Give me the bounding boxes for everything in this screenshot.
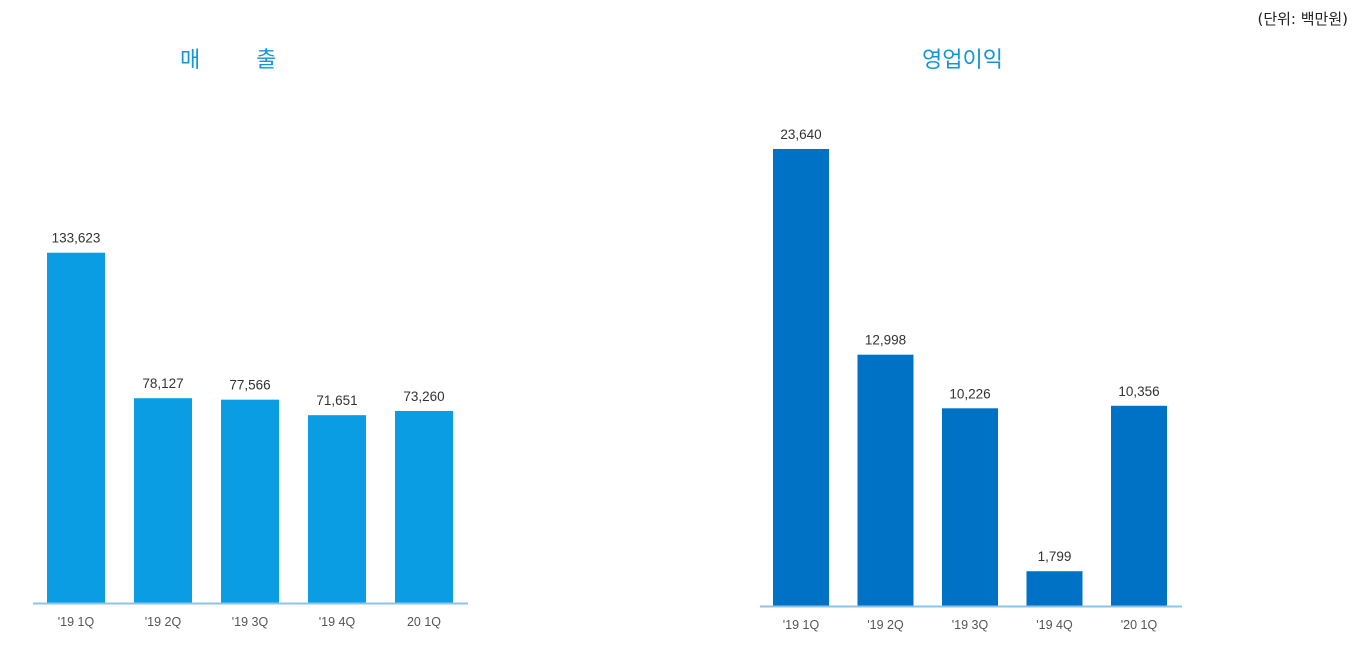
op-value-label-4: 1,799: [1038, 549, 1072, 564]
sales-bar-5: [395, 410, 453, 603]
op-bar-4: [1026, 571, 1083, 606]
unit-label: (단위: 백만원): [1257, 10, 1348, 28]
sales-value-label-4: 71,651: [316, 393, 357, 408]
sales-value-label-2: 78,127: [142, 376, 183, 391]
op-category-label-5: '20 1Q: [1121, 618, 1158, 632]
op-bar-2: [857, 354, 914, 606]
op-value-label-2: 12,998: [865, 333, 906, 348]
op-value-label-5: 10,356: [1118, 384, 1159, 399]
sales-chart-title: 매 출: [180, 48, 277, 73]
op-bar-3: [942, 408, 998, 606]
sales-bar-3: [221, 399, 279, 603]
op-category-label-2: '19 2Q: [867, 618, 904, 632]
sales-value-label-3: 77,566: [229, 378, 270, 393]
op-category-label-1: '19 1Q: [783, 618, 820, 632]
sales-bar-2: [134, 398, 192, 603]
op-bar-5: [1111, 405, 1167, 606]
op-category-label-4: '19 4Q: [1036, 618, 1073, 632]
op-value-label-3: 10,226: [949, 386, 990, 401]
sales-category-label-1: '19 1Q: [58, 615, 95, 629]
sales-value-label-1: 133,623: [52, 231, 101, 246]
sales-category-label-4: '19 4Q: [319, 615, 356, 629]
sales-bar-chart: 133,623 '19 1Q 78,127 '19 2Q 77,566 '19 3Q 71,…: [33, 231, 468, 629]
sales-value-label-5: 73,260: [403, 389, 444, 404]
sales-category-label-2: '19 2Q: [145, 615, 182, 629]
op-bar-1: [773, 148, 829, 606]
operating-profit-chart-title: 영업이익: [922, 48, 1003, 73]
op-value-label-1: 23,640: [780, 127, 821, 142]
sales-category-label-3: '19 3Q: [232, 615, 269, 629]
sales-bar-4: [308, 415, 366, 603]
op-category-label-3: '19 3Q: [952, 618, 989, 632]
sales-category-label-5: 20 1Q: [407, 615, 441, 629]
sales-bar-1: [47, 252, 105, 603]
